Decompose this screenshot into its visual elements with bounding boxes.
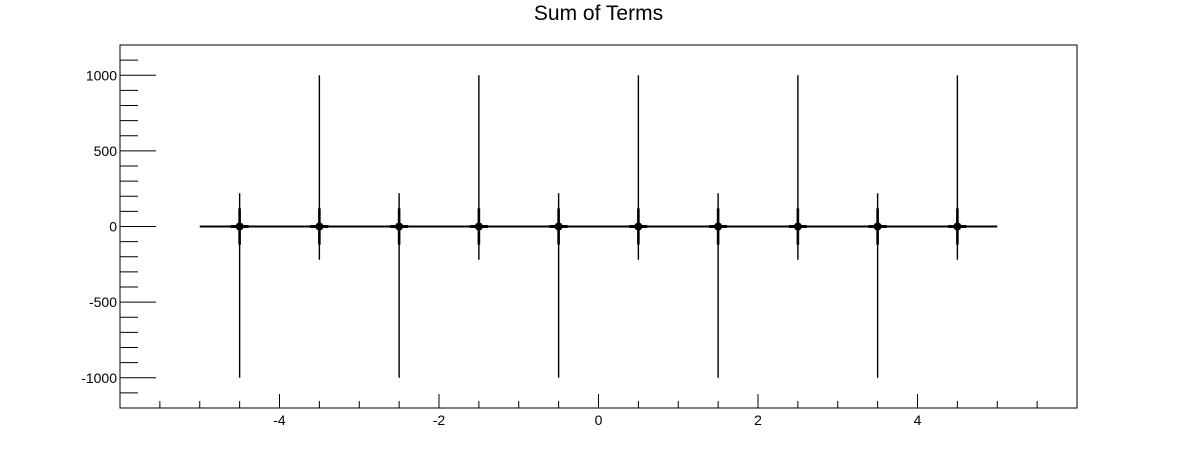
y-tick-label: 1000	[86, 67, 117, 83]
y-tick-label: 0	[109, 219, 117, 235]
chart-title: Sum of Terms	[534, 2, 663, 25]
plot-area	[199, 75, 998, 378]
x-tick-label: 4	[914, 412, 922, 428]
x-tick-label: -2	[433, 412, 446, 428]
x-tick-label: -4	[273, 412, 286, 428]
x-tick-label: 0	[595, 412, 603, 428]
y-tick-label: 500	[94, 143, 118, 159]
x-tick-label: 2	[754, 412, 762, 428]
y-tick-label: -1000	[81, 370, 117, 386]
axes: -1000 -500 0 500 1000 -4 -2 0 2 4	[81, 44, 1078, 428]
y-tick-label: -500	[89, 294, 117, 310]
